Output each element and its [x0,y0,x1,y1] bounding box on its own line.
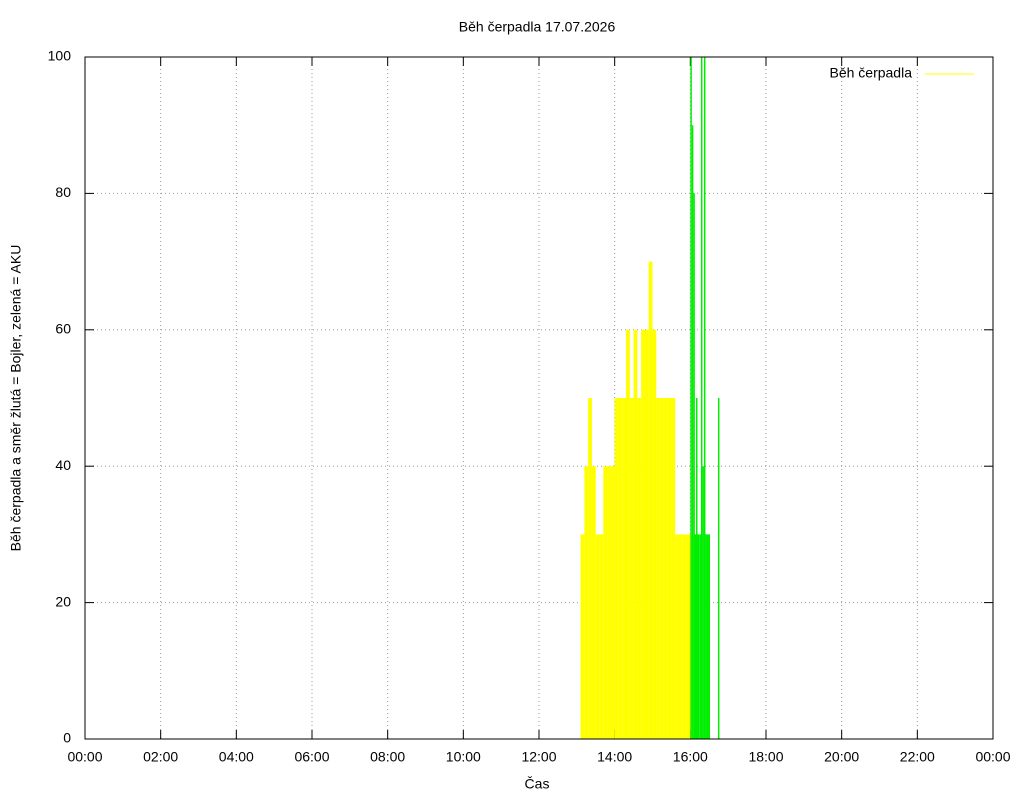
bar [633,329,638,739]
bar [591,466,596,739]
bar [584,466,589,739]
bar [599,534,604,739]
y-tick-label: 60 [55,321,71,337]
bar [580,534,585,739]
bar [622,398,627,739]
bar [686,534,691,739]
bar [675,534,679,739]
bar [603,466,608,739]
x-tick-label: 08:00 [370,749,405,765]
x-tick-label: 10:00 [446,749,481,765]
y-tick-label: 100 [48,48,72,64]
y-axis-label: Běh čerpadla a směr žlutá = Bojler, zele… [8,245,24,552]
y-tick-label: 0 [63,730,71,746]
bar [595,534,600,739]
bar [656,398,661,739]
bar [629,398,634,739]
y-tick-label: 20 [55,593,71,609]
bar [641,329,645,739]
x-tick-label: 18:00 [748,749,783,765]
x-tick-label: 00:00 [975,749,1010,765]
y-tick-label: 80 [55,184,71,200]
bar [663,398,668,739]
x-tick-label: 02:00 [143,749,178,765]
x-tick-label: 14:00 [597,749,632,765]
x-tick-label: 12:00 [521,749,556,765]
bar [652,329,657,739]
bar [588,398,592,739]
x-axis-label: Čas [525,776,550,792]
x-tick-label: 04:00 [219,749,254,765]
x-tick-label: 20:00 [824,749,859,765]
x-tick-label: 22:00 [900,749,935,765]
bar [682,534,687,739]
bar [644,329,649,739]
bar [607,466,611,739]
bar [671,398,676,739]
x-tick-label: 06:00 [294,749,329,765]
bar [626,329,630,739]
legend-label: Běh čerpadla [829,65,912,81]
plot-frame [84,56,994,740]
bar [648,261,653,739]
x-tick-label: 00:00 [67,749,102,765]
x-tick-label: 16:00 [673,749,708,765]
chart-title: Běh čerpadla 17.07.2026 [459,19,616,35]
bar [614,398,619,739]
bar [660,398,664,739]
bar [610,466,615,739]
y-tick-label: 40 [55,457,71,473]
bar [618,398,623,739]
bar [667,398,672,739]
bar [678,534,683,739]
bar [637,398,642,739]
